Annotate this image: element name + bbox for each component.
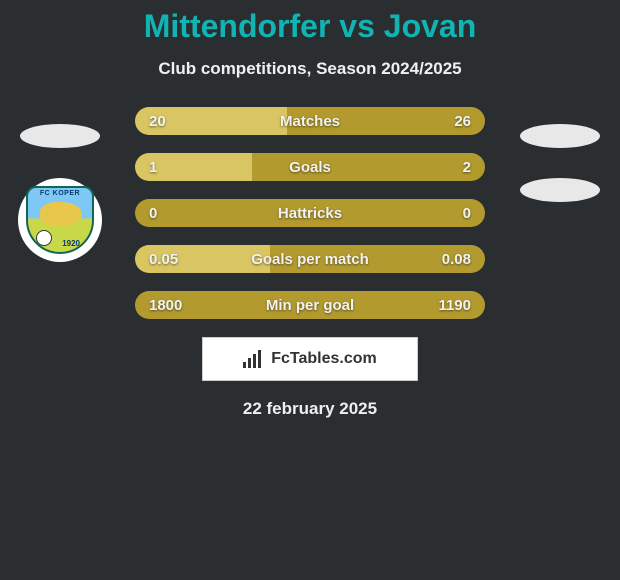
stat-label: Matches [135,107,485,135]
club-year: 1920 [62,239,80,248]
stat-value-right: 2 [463,153,471,181]
club-name: FC KOPER [28,190,92,197]
page-title: Mittendorfer vs Jovan [0,0,620,45]
subtitle: Club competitions, Season 2024/2025 [0,59,620,79]
stat-value-right: 0 [463,199,471,227]
club-ball-icon [36,230,52,246]
player-badge-left [20,124,100,148]
club-shield: FC KOPER 1920 [26,186,94,254]
brand-box: FcTables.com [202,337,418,381]
stat-bar: 0Hattricks0 [135,199,485,227]
stat-bar: 0.05Goals per match0.08 [135,245,485,273]
player-badge-right-2 [520,178,600,202]
stat-label: Goals [135,153,485,181]
stat-value-right: 0.08 [442,245,471,273]
comparison-bars: 20Matches261Goals20Hattricks00.05Goals p… [135,107,485,319]
stat-bar: 1800Min per goal1190 [135,291,485,319]
date-label: 22 february 2025 [0,399,620,419]
stat-bar: 20Matches26 [135,107,485,135]
stat-label: Goals per match [135,245,485,273]
brand-text: FcTables.com [271,350,377,368]
stat-value-right: 1190 [438,291,471,319]
brand-chart-icon [243,350,265,368]
stat-label: Hattricks [135,199,485,227]
stat-bar: 1Goals2 [135,153,485,181]
stat-label: Min per goal [135,291,485,319]
club-bull-icon [40,202,82,226]
club-logo-left: FC KOPER 1920 [18,178,102,262]
player-badge-right-1 [520,124,600,148]
stat-value-right: 26 [454,107,471,135]
